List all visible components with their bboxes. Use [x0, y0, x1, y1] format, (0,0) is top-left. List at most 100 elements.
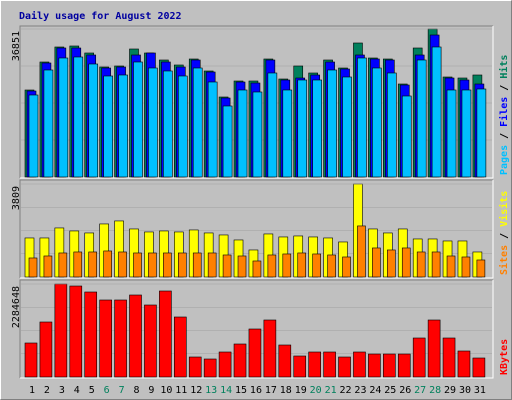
x-tick-label: 25 [384, 385, 396, 396]
bar [88, 63, 99, 178]
y-tick-label: 2284648 [11, 286, 22, 328]
bar [282, 253, 292, 278]
bar [144, 304, 157, 378]
x-tick-label: 22 [340, 385, 352, 396]
bar [178, 252, 187, 278]
x-tick-label: 1 [29, 385, 35, 396]
x-tick-label: 7 [119, 385, 125, 396]
bar [397, 353, 411, 378]
panel-edge-dark [19, 279, 493, 378]
x-tick-label: 26 [399, 385, 411, 396]
panel-edge-dark [19, 25, 493, 178]
bar [327, 254, 336, 278]
bar [43, 69, 54, 178]
bar [297, 79, 308, 178]
chart-title: Daily usage for August 2022 [19, 10, 182, 22]
bar [222, 105, 233, 178]
bar [282, 89, 293, 178]
x-tick-label: 31 [474, 385, 486, 396]
bar [312, 79, 322, 178]
bar [461, 89, 472, 178]
y-tick-label: 3809 [11, 186, 22, 210]
legend-separator: / [499, 127, 510, 145]
x-tick-label: 4 [74, 385, 80, 396]
bar [412, 337, 426, 378]
bar [472, 357, 486, 378]
legend: Sites / Visits [498, 191, 510, 275]
bar [24, 342, 38, 378]
x-tick-label: 14 [220, 385, 232, 396]
bar [267, 72, 278, 178]
x-tick-label: 11 [175, 385, 187, 396]
bar [103, 75, 113, 178]
bar [342, 256, 351, 278]
bar [457, 350, 471, 378]
x-tick-label: 10 [160, 385, 172, 396]
x-tick-label: 29 [444, 385, 456, 396]
x-tick-label: 23 [354, 385, 366, 396]
bar [133, 61, 143, 178]
bar [203, 358, 217, 378]
bar [446, 89, 457, 178]
x-tick-label: 24 [369, 385, 381, 396]
legend: Pages / Files / Hits [498, 55, 510, 175]
bar [222, 254, 232, 278]
x-tick-label: 30 [459, 385, 471, 396]
bar [476, 259, 486, 278]
bar [58, 252, 68, 278]
bar [446, 255, 456, 278]
bar [192, 67, 203, 178]
bar [387, 72, 397, 178]
x-tick-label: 5 [89, 385, 95, 396]
bar [73, 251, 83, 278]
bar [372, 67, 382, 178]
x-tick-label: 20 [310, 385, 322, 396]
x-tick-label: 6 [104, 385, 110, 396]
panel-edge-light [20, 180, 494, 279]
bar [353, 351, 366, 378]
bar [368, 353, 381, 378]
y-tick-label: 36851 [11, 31, 22, 61]
bar [442, 337, 456, 378]
bar [267, 254, 277, 278]
bar [416, 59, 427, 178]
bar [58, 57, 69, 178]
legend-entry: Files [498, 97, 510, 127]
x-tick-label: 27 [414, 385, 426, 396]
x-tick-label: 17 [265, 385, 277, 396]
bar [43, 255, 53, 278]
bar [163, 252, 172, 278]
legend-entry: Sites [498, 245, 510, 275]
bar [118, 74, 128, 178]
x-tick-label: 2 [44, 385, 50, 396]
bar [293, 355, 307, 378]
bar [28, 94, 39, 178]
bar [84, 291, 98, 378]
legend-entry: KBytes [499, 339, 510, 375]
x-tick-label: 13 [205, 385, 217, 396]
bar [383, 353, 396, 378]
bar [188, 356, 202, 378]
bar [323, 351, 336, 378]
legend-entry: Pages [499, 145, 510, 175]
bar [431, 251, 441, 278]
bar [342, 76, 352, 178]
panel-edge-light [20, 26, 494, 179]
x-tick-label: 28 [429, 385, 441, 396]
x-tick-label: 9 [148, 385, 154, 396]
bar [416, 251, 426, 278]
bar [54, 283, 68, 378]
bar [129, 294, 142, 378]
bar [401, 95, 412, 178]
legend-separator: / [499, 79, 510, 97]
legend-entry: Hits [498, 55, 510, 79]
bar [103, 250, 112, 278]
bar [297, 252, 307, 278]
bar [118, 251, 127, 278]
bar [133, 252, 142, 278]
bar [401, 247, 411, 278]
legend: KBytes [499, 339, 510, 375]
bar [357, 57, 367, 178]
